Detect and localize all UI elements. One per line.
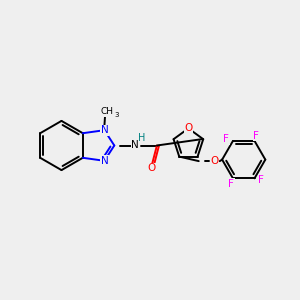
Text: O: O bbox=[184, 123, 193, 133]
Text: N: N bbox=[100, 156, 108, 166]
Text: F: F bbox=[224, 134, 229, 144]
Text: N: N bbox=[100, 125, 108, 135]
Text: 3: 3 bbox=[114, 112, 119, 118]
Text: H: H bbox=[138, 133, 146, 143]
Text: O: O bbox=[210, 156, 218, 166]
Text: CH: CH bbox=[101, 107, 114, 116]
Text: F: F bbox=[229, 179, 234, 189]
Text: O: O bbox=[148, 163, 156, 173]
Text: N: N bbox=[131, 140, 139, 151]
Text: F: F bbox=[253, 130, 259, 140]
Text: F: F bbox=[258, 175, 264, 185]
